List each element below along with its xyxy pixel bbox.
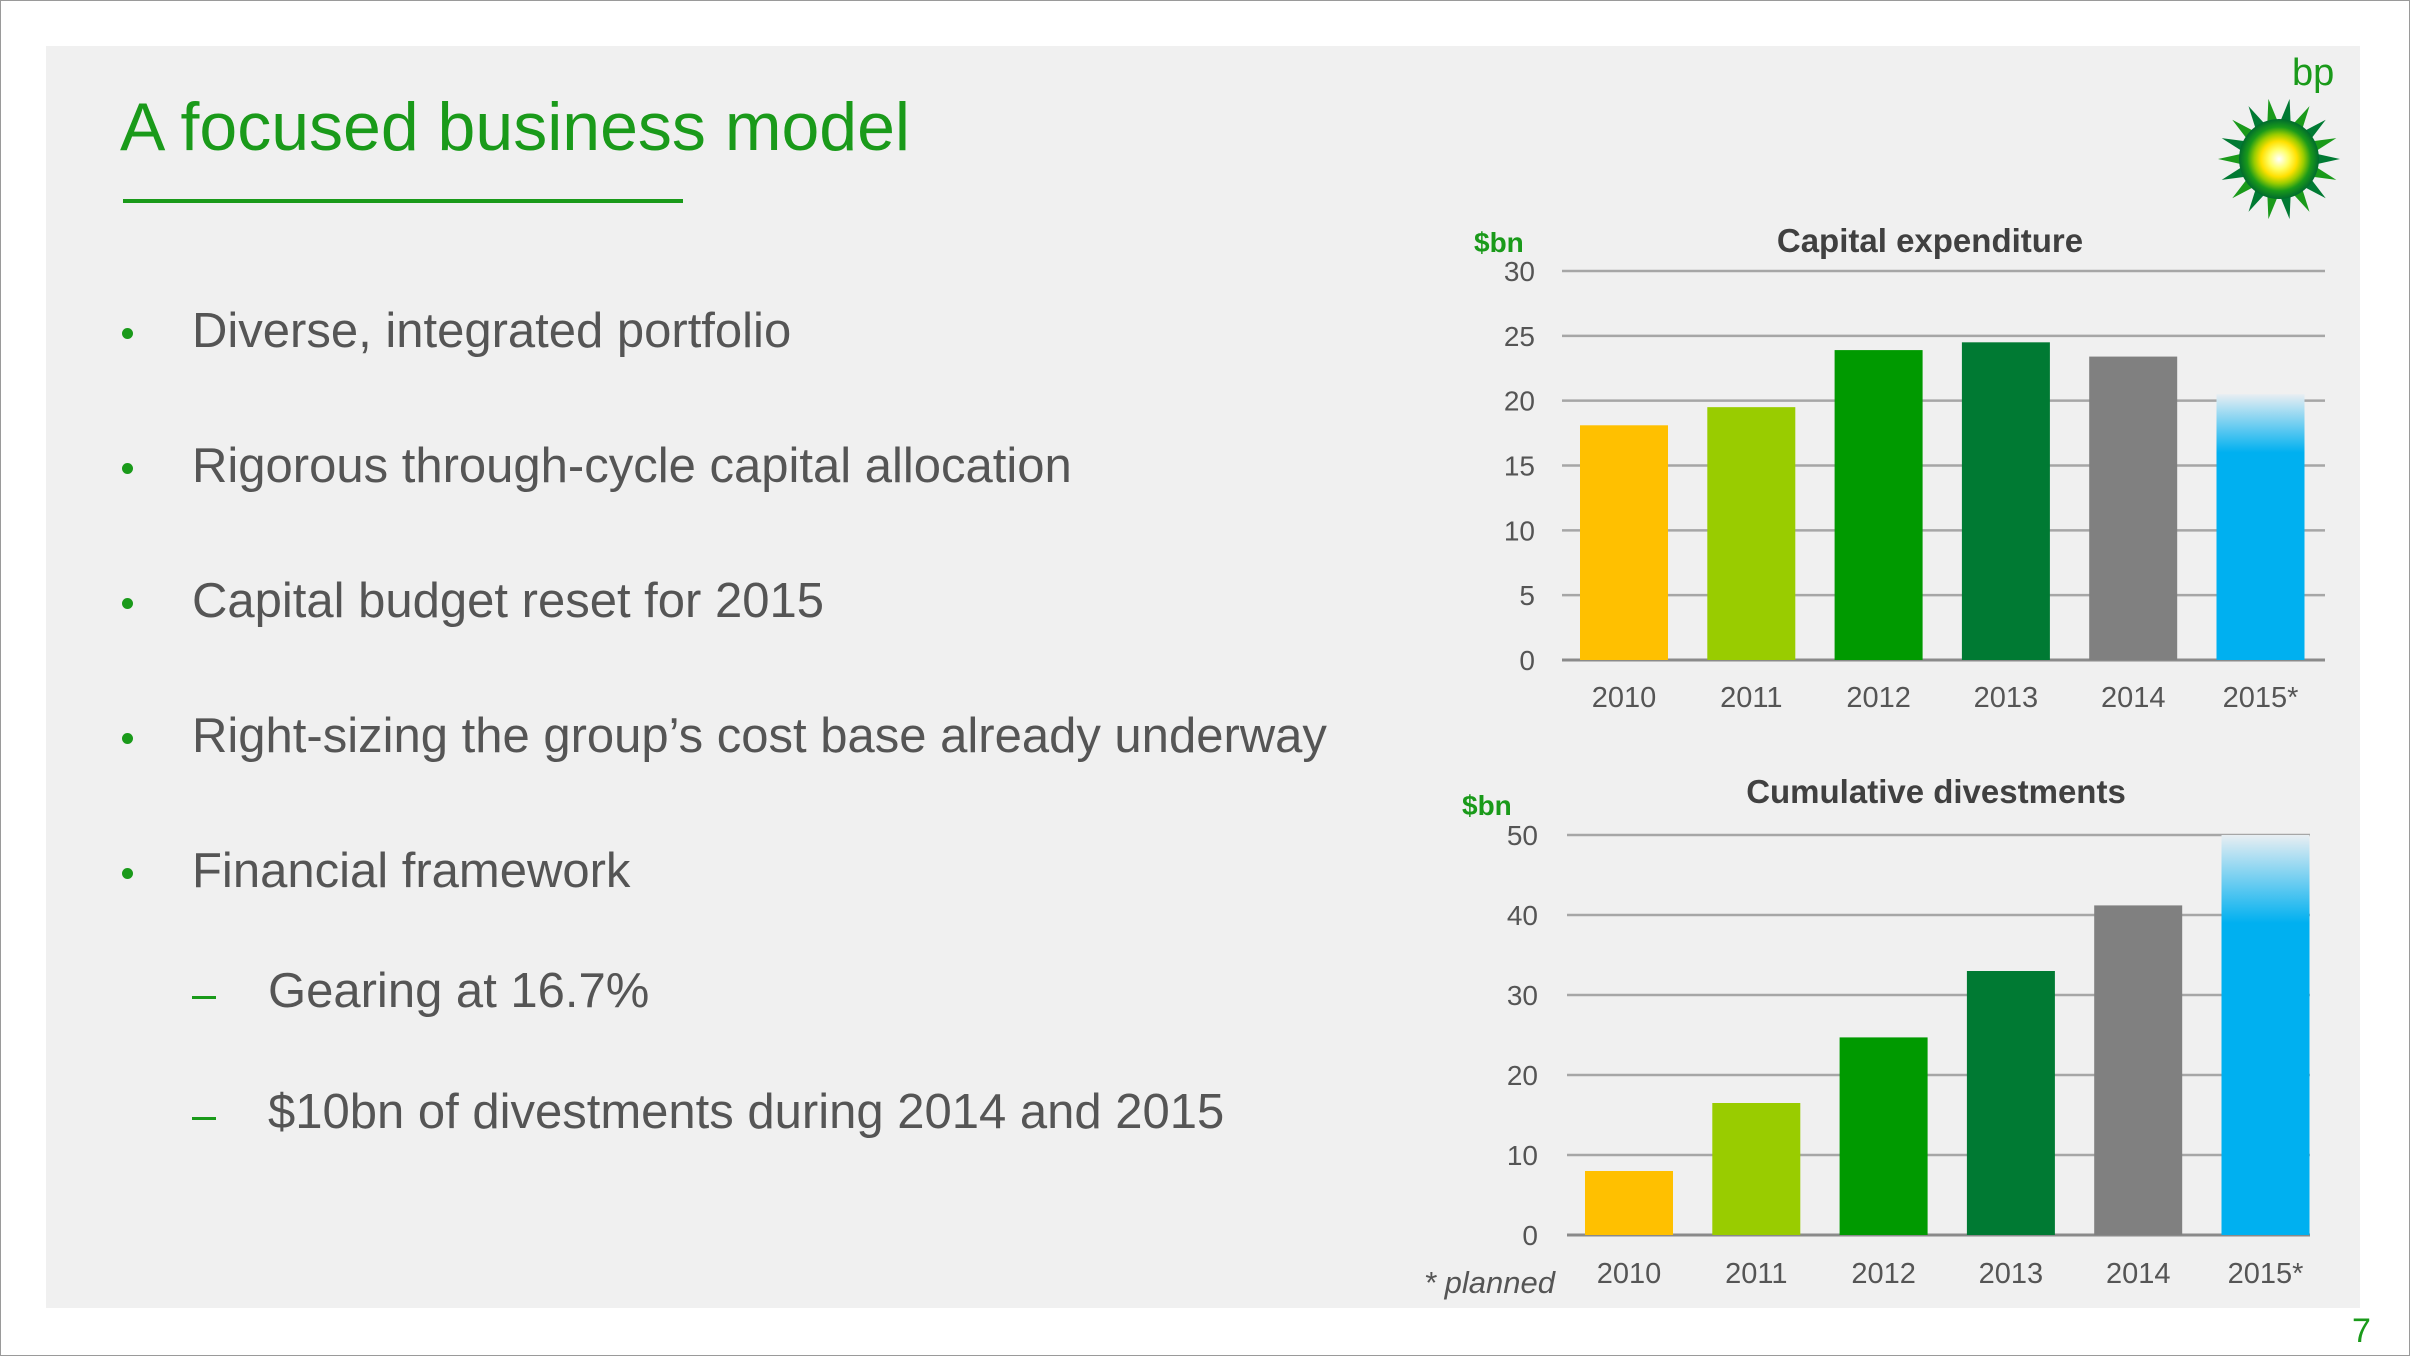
y-tick-label: 15 (1504, 451, 1535, 482)
x-tick-label: 2014 (2101, 682, 2166, 714)
bar-2010 (1580, 425, 1668, 660)
x-tick-label: 2011 (1720, 682, 1782, 714)
sub-bullet-dash (192, 1117, 216, 1120)
x-tick-label: 2012 (1851, 1258, 1916, 1290)
y-axis-unit-label: $bn (1462, 790, 1512, 821)
chart-title: Cumulative divestments (1746, 773, 2126, 810)
bullet-item: Rigorous through-cycle capital allocatio… (192, 439, 1072, 493)
y-tick-label: 20 (1507, 1060, 1538, 1091)
bar-2015-planned (2221, 835, 2310, 1235)
y-tick-label: 25 (1504, 321, 1535, 352)
bullet-dot (122, 733, 133, 744)
logo-petal (2267, 98, 2279, 125)
capital-expenditure-chart: Capital expenditure $bn 0 5 10 15 20 25 30 201… (1474, 222, 2325, 714)
x-tick-label: 2014 (2106, 1258, 2171, 1290)
y-tick-label: 30 (1504, 256, 1535, 287)
sub-bullet-item: Gearing at 16.7% (268, 964, 650, 1018)
bar-2013 (1961, 342, 2050, 660)
y-tick-label: 5 (1519, 580, 1535, 611)
sub-bullet-item: $10bn of divestments during 2014 and 201… (268, 1085, 1225, 1139)
sub-bullet-dash (192, 996, 216, 999)
bullet-item: Right-sizing the group’s cost base alrea… (192, 709, 1327, 763)
bar-2010 (1585, 1171, 1673, 1235)
x-tick-label: 2012 (1846, 682, 1911, 714)
planned-footnote: * planned (1424, 1265, 1556, 1300)
logo-petal (2218, 153, 2244, 165)
bar-2015-planned (2216, 394, 2305, 660)
bullet-item: Capital budget reset for 2015 (192, 574, 824, 628)
y-tick-label: 0 (1519, 645, 1535, 676)
bullet-dot (122, 328, 133, 339)
bar-2011 (1712, 1103, 1801, 1235)
bullet-dot (122, 598, 133, 609)
x-tick-label: 2010 (1592, 682, 1657, 714)
chart-title: Capital expenditure (1777, 222, 2083, 259)
slide-title: A focused business model (120, 89, 911, 165)
logo-petal (2314, 153, 2340, 165)
y-axis-unit-label: $bn (1474, 227, 1524, 258)
page-number: 7 (2352, 1312, 2371, 1350)
bar-2014 (2094, 905, 2183, 1235)
y-tick-label: 10 (1504, 515, 1535, 546)
bar-2012 (1834, 350, 1923, 660)
y-tick-label: 20 (1504, 386, 1535, 417)
y-tick-label: 0 (1522, 1220, 1538, 1251)
x-tick-label: 2010 (1597, 1258, 1662, 1290)
bullet-dot (122, 868, 133, 879)
title-underline (123, 199, 683, 203)
bullet-item: Financial framework (192, 844, 631, 898)
bar-2012 (1839, 1037, 1928, 1235)
x-tick-label: 2013 (1974, 682, 2039, 714)
y-tick-label: 10 (1507, 1140, 1538, 1171)
y-tick-label: 40 (1507, 900, 1538, 931)
bullet-dot (122, 463, 133, 474)
bar-2011 (1707, 407, 1796, 660)
x-tick-label: 2015* (2228, 1258, 2304, 1290)
y-tick-label: 50 (1507, 820, 1538, 851)
bar-2014 (2089, 356, 2178, 660)
logo-petal (2267, 193, 2279, 220)
bullet-item: Diverse, integrated portfolio (192, 304, 792, 358)
bp-helios-logo-icon (2218, 98, 2340, 220)
x-tick-label: 2015* (2223, 682, 2299, 714)
x-tick-label: 2011 (1725, 1258, 1787, 1290)
logo-petal (2279, 193, 2291, 220)
logo-petal (2279, 98, 2291, 125)
bp-logo-text: bp (2292, 52, 2335, 94)
x-tick-label: 2013 (1979, 1258, 2044, 1290)
bar-2013 (1966, 971, 2055, 1235)
y-tick-label: 30 (1507, 980, 1538, 1011)
cumulative-divestments-chart: Cumulative divestments $bn 0 10 20 30 40 50 2… (1462, 773, 2310, 1290)
